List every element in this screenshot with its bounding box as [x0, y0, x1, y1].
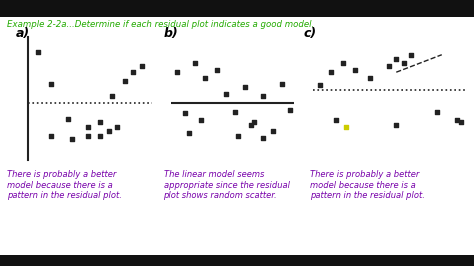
Point	[286, 108, 294, 112]
Point	[235, 134, 242, 138]
Point	[231, 109, 238, 114]
Point	[259, 136, 267, 140]
Point	[185, 131, 193, 135]
Point	[84, 125, 91, 129]
Point	[352, 68, 359, 72]
Point	[259, 94, 267, 98]
Text: There is probably a better
model because there is a
pattern in the residual plot: There is probably a better model because…	[310, 170, 425, 200]
Point	[247, 123, 255, 127]
Point	[64, 117, 72, 121]
Point	[251, 120, 258, 124]
Point	[367, 76, 374, 80]
Point	[121, 79, 128, 83]
Point	[198, 118, 205, 122]
Point	[96, 134, 104, 138]
Point	[113, 125, 121, 129]
Point	[214, 68, 221, 72]
Text: a): a)	[16, 27, 30, 40]
Text: Example 2-2a...Determine if each residual plot indicates a good model.: Example 2-2a...Determine if each residua…	[7, 20, 314, 29]
Point	[317, 83, 324, 88]
Point	[339, 61, 347, 66]
Point	[109, 94, 116, 98]
Point	[385, 64, 392, 68]
Text: The linear model seems
appropriate since the residual
plot shows random scatter.: The linear model seems appropriate since…	[164, 170, 290, 200]
Point	[278, 81, 285, 86]
Point	[129, 70, 137, 74]
Point	[392, 57, 400, 61]
Point	[47, 134, 55, 138]
Text: b): b)	[163, 27, 178, 40]
Point	[400, 61, 408, 66]
Point	[35, 50, 42, 54]
Point	[96, 120, 104, 124]
Point	[342, 125, 350, 129]
Point	[327, 70, 335, 74]
Point	[173, 70, 181, 74]
Text: c): c)	[304, 27, 317, 40]
Point	[453, 118, 461, 122]
Point	[84, 134, 91, 138]
Point	[47, 81, 55, 86]
Point	[332, 118, 339, 122]
Text: There is probably a better
model because there is a
pattern in the residual plot: There is probably a better model because…	[7, 170, 122, 200]
Point	[408, 53, 415, 57]
Point	[138, 64, 146, 68]
Point	[269, 129, 277, 133]
Point	[105, 129, 112, 133]
Point	[191, 61, 199, 66]
Point	[68, 137, 75, 142]
Point	[182, 111, 189, 115]
Point	[392, 123, 400, 127]
Point	[458, 120, 465, 124]
Point	[433, 109, 441, 114]
Point	[201, 76, 209, 80]
Point	[241, 85, 248, 89]
Point	[222, 92, 230, 96]
